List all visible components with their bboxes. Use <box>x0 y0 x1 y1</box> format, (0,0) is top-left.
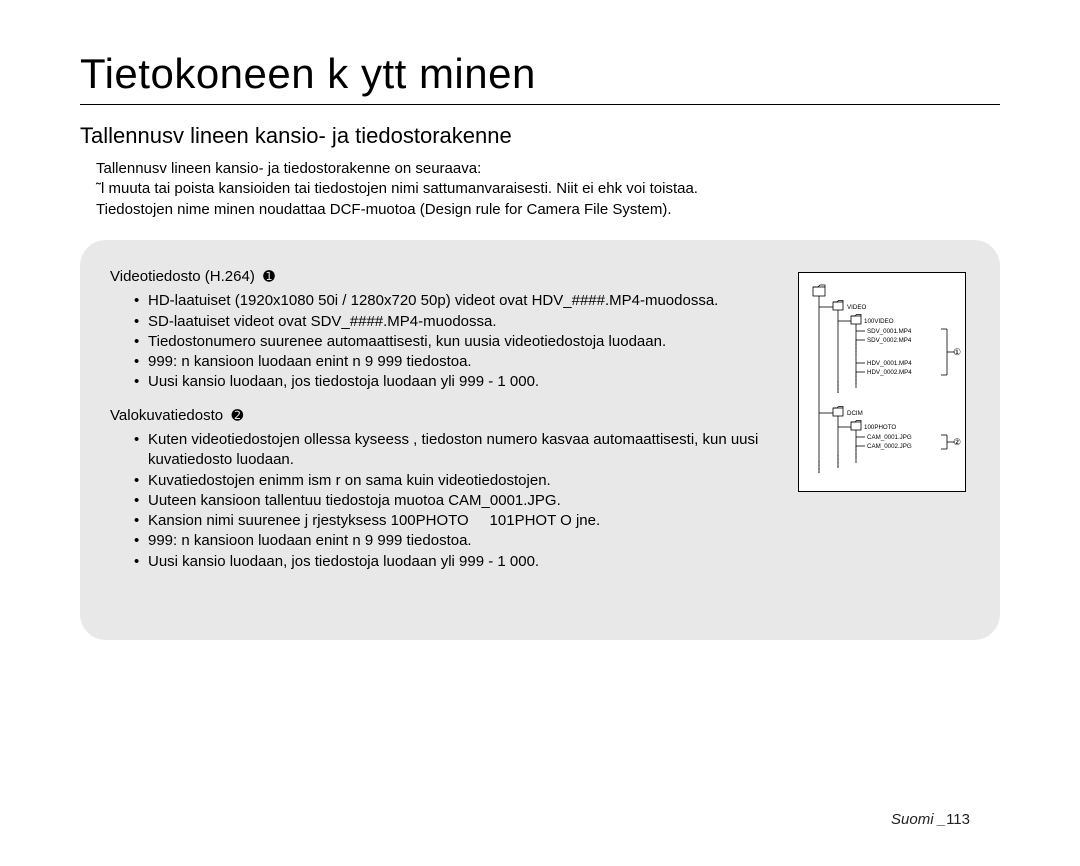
diagram-label: DCIM <box>847 410 863 417</box>
diagram-label: CAM_0001.JPG <box>867 434 912 441</box>
list-item: •Uusi kansio luodaan, jos tiedostoja luo… <box>134 372 810 392</box>
diagram-label: SDV_0002.MP4 <box>867 337 912 344</box>
video-bullets: •HD-laatuiset (1920x1080 50i / 1280x720 … <box>134 291 810 392</box>
diagram-label: SDV_0001.MP4 <box>867 328 912 335</box>
intro-line: Tiedostojen nime minen noudattaa DCF-muo… <box>96 200 1000 220</box>
circled-1-icon: ➊ <box>263 268 275 285</box>
intro-line: ˜l muuta tai poista kansioiden tai tiedo… <box>96 179 1000 199</box>
diagram-label: 100PHOTO <box>864 424 896 431</box>
video-heading-text: Videotiedosto (H.264) <box>110 268 255 285</box>
list-item: •SD-laatuiset videot ovat SDV_####.MP4-m… <box>134 312 810 332</box>
diagram-label: VIDEO <box>847 304 866 311</box>
list-item: •Uusi kansio luodaan, jos tiedostoja luo… <box>134 552 810 572</box>
list-item: •Kuten videotiedostojen ollessa kyseess … <box>134 430 810 471</box>
list-item: •Tiedostonumero suurenee automaattisesti… <box>134 332 810 352</box>
list-item: •Kansion nimi suurenee j rjestyksess 100… <box>134 511 810 531</box>
circled-1-icon: ① <box>953 347 961 357</box>
circled-2-icon: ➋ <box>231 407 243 424</box>
section-subtitle: Tallennusv lineen kansio- ja tiedostorak… <box>80 123 1000 149</box>
photo-heading-text: Valokuvatiedosto <box>110 407 223 424</box>
page-title: Tietokoneen k ytt minen <box>80 50 1000 105</box>
circled-2-icon: ② <box>953 437 961 447</box>
page-footer: Suomi _113 <box>891 811 970 828</box>
footer-page-number: 113 <box>946 811 970 828</box>
video-heading: Videotiedosto (H.264) ➊ <box>110 268 810 286</box>
diagram-label: CAM_0002.JPG <box>867 443 912 450</box>
diagram-label: 100VIDEO <box>864 318 894 325</box>
list-item: •Uuteen kansioon tallentuu tiedostoja mu… <box>134 491 810 511</box>
content-panel: Videotiedosto (H.264) ➊ •HD-laatuiset (1… <box>80 240 1000 640</box>
footer-language: Suomi <box>891 811 934 828</box>
photo-bullets: •Kuten videotiedostojen ollessa kyseess … <box>134 430 810 572</box>
folder-tree-diagram: VIDEO 100VIDEO SDV_0001.MP4 SDV_0002.MP4… <box>798 272 966 492</box>
list-item: •Kuvatiedostojen enimm ism r on sama kui… <box>134 471 810 491</box>
intro-block: Tallennusv lineen kansio- ja tiedostorak… <box>96 159 1000 220</box>
diagram-label: HDV_0001.MP4 <box>867 360 912 367</box>
list-item: •999: n kansioon luodaan enint n 9 999 t… <box>134 531 810 551</box>
list-item: •999: n kansioon luodaan enint n 9 999 t… <box>134 352 810 372</box>
intro-line: Tallennusv lineen kansio- ja tiedostorak… <box>96 159 1000 179</box>
photo-heading: Valokuvatiedosto ➋ <box>110 407 810 425</box>
diagram-label: HDV_0002.MP4 <box>867 369 912 376</box>
list-item: •HD-laatuiset (1920x1080 50i / 1280x720 … <box>134 291 810 311</box>
